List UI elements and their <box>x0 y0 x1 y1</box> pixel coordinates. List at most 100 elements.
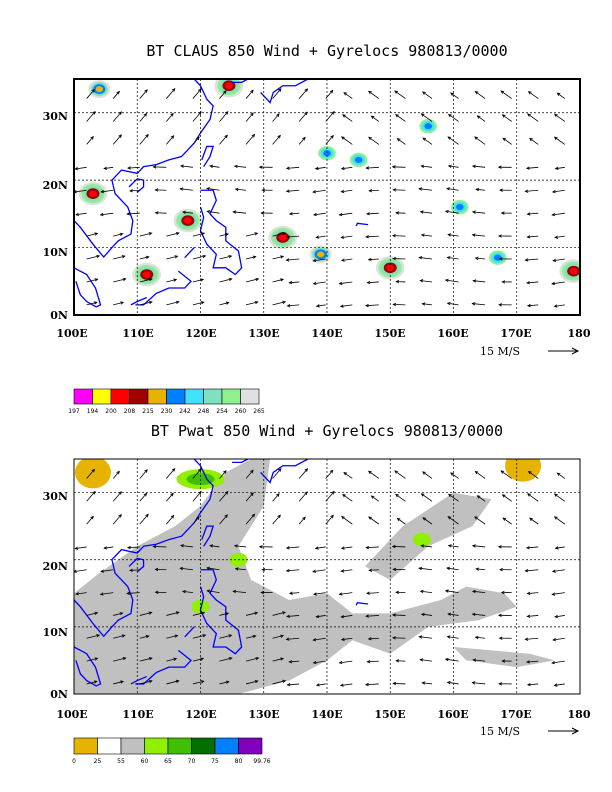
wind-vector-head <box>120 680 125 684</box>
wind-vector-head <box>420 493 425 497</box>
wind-vector-head <box>444 589 449 593</box>
wind-vector-head <box>312 281 317 286</box>
wind-vector <box>235 188 247 191</box>
wind-vector-head <box>280 634 285 638</box>
wind-vector-head <box>121 634 126 638</box>
wind-vector <box>450 472 459 479</box>
wind-vector <box>341 136 353 145</box>
wind-vector-head <box>418 566 423 571</box>
wind-vector <box>526 166 539 169</box>
colorbar-label: 55 <box>117 758 125 765</box>
wind-vector-head <box>280 278 285 282</box>
wind-vector <box>272 635 284 639</box>
reference-arrow-head <box>571 727 580 735</box>
wind-vector <box>74 569 87 573</box>
wind-vector-head <box>499 568 503 572</box>
wind-vector <box>365 615 379 617</box>
wind-vector-head <box>364 303 369 308</box>
wind-vector-head <box>420 612 425 617</box>
wind-vector-head <box>225 680 230 684</box>
wind-vector-head <box>181 210 186 214</box>
wind-vector <box>139 134 149 145</box>
wind-vector <box>113 233 123 237</box>
wind-vector <box>448 114 459 122</box>
wind-vector <box>166 301 179 306</box>
wind-vector-head <box>339 304 344 308</box>
wind-vector <box>527 304 539 307</box>
wind-vector <box>367 281 379 284</box>
wind-vector-head <box>96 634 101 638</box>
colorbar-swatch <box>184 388 204 405</box>
wind-vector-head <box>312 569 316 573</box>
x-tick-label: 170E <box>500 327 531 340</box>
reference-vector-label: 15 M/S <box>480 725 520 738</box>
wind-vector-head <box>474 136 478 140</box>
wind-vector-head <box>201 611 206 615</box>
wind-vector-head <box>304 88 309 92</box>
wind-vector <box>245 90 254 99</box>
wind-vector-head <box>447 113 452 118</box>
wind-vector <box>245 256 256 260</box>
wind-vector <box>113 255 125 260</box>
cloud-shade <box>317 251 325 258</box>
wind-vector-head <box>200 657 205 661</box>
wind-vector <box>286 546 300 549</box>
wind-vector-head <box>285 166 290 170</box>
colorbar-label: 65 <box>164 758 172 765</box>
wind-vector-head <box>223 90 227 94</box>
wind-vector <box>192 680 204 685</box>
wind-vector-head <box>198 111 202 115</box>
wind-vector-head <box>392 567 397 572</box>
wind-vector <box>86 491 96 502</box>
wind-vector <box>419 188 433 191</box>
wind-vector-head <box>447 164 452 168</box>
wind-vector-head <box>121 255 126 259</box>
wind-vector-head <box>551 660 556 665</box>
wind-vector-head <box>180 544 184 548</box>
wind-vector-head <box>526 281 530 285</box>
wind-vector <box>287 304 300 307</box>
wind-vector <box>113 634 125 639</box>
wind-vector-head <box>340 614 345 619</box>
wind-vector-head <box>74 166 79 171</box>
wind-vector-head <box>198 491 202 495</box>
y-tick-label: 0N <box>50 688 68 701</box>
wind-vector <box>113 681 124 685</box>
wind-vector-head <box>330 134 334 139</box>
wind-vector <box>139 232 152 237</box>
cloud-shade <box>569 267 578 275</box>
wind-vector-head <box>196 136 200 141</box>
wind-vector <box>139 278 153 283</box>
wind-vector <box>527 592 539 594</box>
wind-vector-head <box>304 111 308 116</box>
wind-vector <box>233 211 247 214</box>
wind-vector <box>554 235 565 238</box>
wind-vector <box>339 212 353 216</box>
colorbar-swatch <box>167 737 192 755</box>
wind-vector-head <box>526 614 531 618</box>
wind-vector-head <box>312 592 317 596</box>
wind-vector-head <box>340 569 345 573</box>
wind-vector-head <box>500 90 505 94</box>
coastline <box>135 649 192 685</box>
wind-vector <box>112 111 122 122</box>
wind-vector-head <box>447 493 452 498</box>
coastline <box>201 145 215 168</box>
wind-vector-head <box>224 514 228 518</box>
wind-vector <box>139 113 147 122</box>
wind-vector-head <box>304 468 309 472</box>
wind-vector-head <box>206 589 211 593</box>
wind-vector-head <box>551 281 556 286</box>
wind-vector-head <box>370 495 375 499</box>
wind-vector-head <box>329 469 334 474</box>
wind-vector-head <box>314 546 319 550</box>
wind-vector <box>313 637 326 641</box>
colorbar-swatch <box>166 388 186 405</box>
wind-vector-head <box>476 115 481 119</box>
wind-vector-head <box>554 546 559 550</box>
coastline <box>355 601 369 606</box>
wind-vector-head <box>444 209 449 214</box>
wind-vector-head <box>228 634 233 638</box>
wind-vector-head <box>338 660 343 665</box>
wind-vector <box>527 493 539 502</box>
